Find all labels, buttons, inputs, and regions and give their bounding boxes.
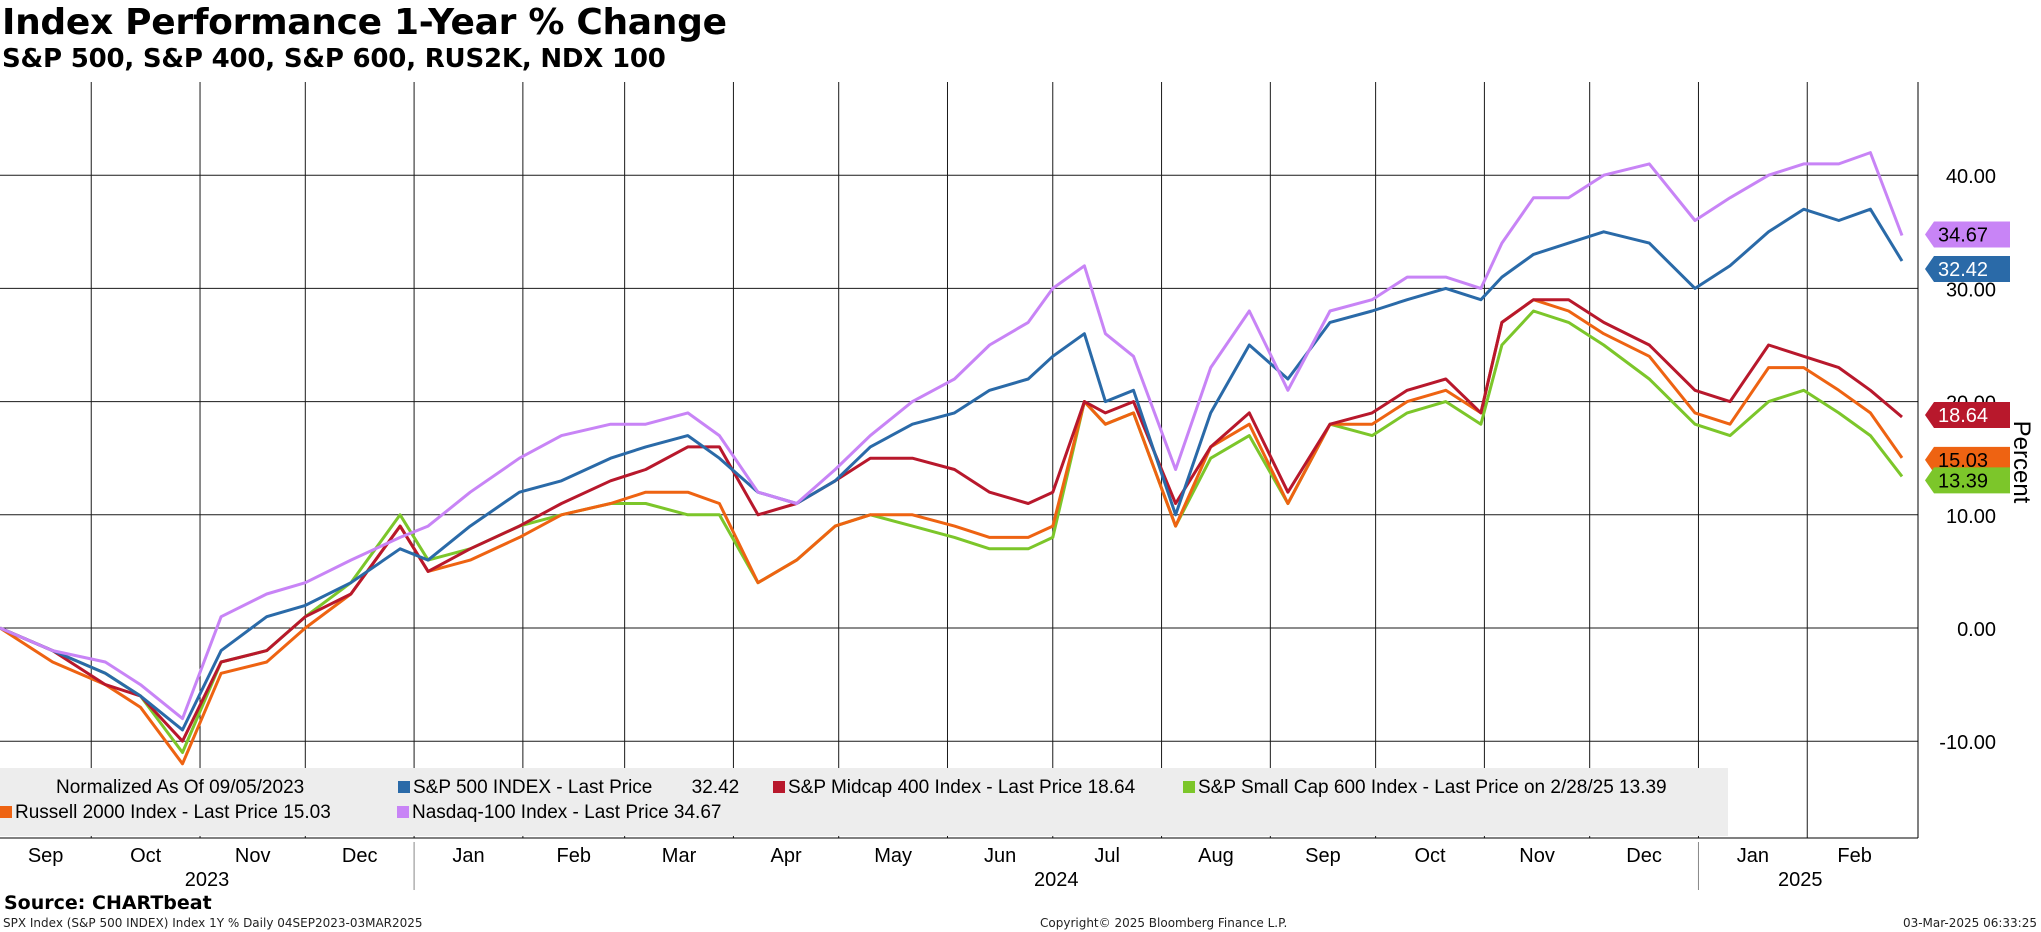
x-tick-label: Mar bbox=[662, 845, 697, 867]
legend-item-nasdaq: Nasdaq-100 Index - Last Price 34.67 bbox=[397, 802, 721, 824]
y-tick-label: 30.00 bbox=[1946, 279, 1996, 301]
last-value-badge bbox=[1925, 467, 2010, 494]
legend-swatch bbox=[773, 781, 785, 793]
legend-item-russell: Russell 2000 Index - Last Price 15.03 bbox=[0, 802, 331, 824]
x-tick-label: Feb bbox=[557, 845, 591, 867]
x-tick-label: Jan bbox=[1737, 845, 1769, 867]
legend-label: Nasdaq-100 Index - Last Price 34.67 bbox=[412, 802, 722, 823]
legend-item-midcap: S&P Midcap 400 Index - Last Price 18.64 bbox=[773, 777, 1135, 799]
legend-item-spx: S&P 500 INDEX - Last Price 32.42 bbox=[398, 777, 739, 799]
legend-swatch bbox=[397, 806, 409, 818]
x-tick-label: Nov bbox=[235, 845, 271, 867]
y-tick-label: -10.00 bbox=[1939, 732, 1996, 754]
legend-value: 32.42 bbox=[691, 777, 740, 798]
x-year-label: 2025 bbox=[1778, 869, 1823, 891]
series-line-4 bbox=[0, 151, 1904, 721]
x-tick-label: Sep bbox=[28, 845, 64, 867]
series-line-1 bbox=[0, 298, 1903, 743]
x-tick-label: May bbox=[874, 845, 912, 867]
last-value-badge bbox=[1925, 446, 2010, 473]
x-tick-label: Oct bbox=[1414, 845, 1446, 867]
x-tick-label: Feb bbox=[1837, 845, 1871, 867]
y-tick-label: 0.00 bbox=[1957, 619, 1996, 641]
x-tick-label: Dec bbox=[342, 845, 378, 867]
legend-label: S&P Midcap 400 Index - Last Price 18.64 bbox=[788, 777, 1136, 798]
legend-normalized-note: Normalized As Of 09/05/2023 bbox=[56, 777, 305, 798]
last-value-badge-label: 18.64 bbox=[1938, 405, 1988, 427]
last-value-badge-label: 32.42 bbox=[1938, 259, 1988, 281]
y-tick-label: 10.00 bbox=[1946, 506, 1996, 528]
x-tick-label: Sep bbox=[1305, 845, 1341, 867]
y-tick-label: 40.00 bbox=[1946, 166, 1996, 188]
x-tick-label: Jan bbox=[452, 845, 484, 867]
chart-subtitle: S&P 500, S&P 400, S&P 600, RUS2K, NDX 10… bbox=[2, 44, 666, 74]
x-tick-label: Dec bbox=[1626, 845, 1662, 867]
legend-label: Russell 2000 Index - Last Price 15.03 bbox=[15, 802, 331, 823]
legend-item-smallcap: S&P Small Cap 600 Index - Last Price on … bbox=[1183, 777, 1667, 799]
x-tick-label: Nov bbox=[1519, 845, 1555, 867]
source-note: Source: CHARTbeat bbox=[4, 892, 212, 914]
series-line-0 bbox=[0, 207, 1904, 732]
last-value-badge bbox=[1925, 401, 2010, 428]
series-line-2 bbox=[0, 309, 1904, 754]
legend-swatch bbox=[0, 806, 12, 818]
x-tick-label: Oct bbox=[130, 845, 162, 867]
legend-label: S&P 500 INDEX - Last Price bbox=[413, 777, 653, 798]
last-value-badge bbox=[1925, 221, 2010, 248]
footer-copyright: Copyright© 2025 Bloomberg Finance L.P. bbox=[1040, 916, 1288, 930]
last-value-badge-label: 15.03 bbox=[1938, 450, 1988, 472]
x-tick-label: Jul bbox=[1094, 845, 1120, 867]
x-tick-label: Aug bbox=[1198, 845, 1234, 867]
series-line-3 bbox=[0, 298, 1904, 766]
chart-title: Index Performance 1-Year % Change bbox=[2, 2, 727, 43]
x-year-label: 2023 bbox=[185, 869, 230, 891]
legend: Normalized As Of 09/05/2023 S&P 500 INDE… bbox=[0, 768, 1728, 836]
y-axis-label: Percent bbox=[2008, 421, 2035, 504]
last-value-badge bbox=[1925, 256, 2010, 283]
x-tick-label: Apr bbox=[771, 845, 802, 867]
legend-swatch bbox=[398, 781, 410, 793]
legend-label: S&P Small Cap 600 Index - Last Price on … bbox=[1198, 777, 1667, 798]
footer-timestamp: 03-Mar-2025 06:33:25 bbox=[1902, 916, 2037, 930]
footer-index-info: SPX Index (S&P 500 INDEX) Index 1Y % Dai… bbox=[3, 916, 423, 930]
legend-swatch bbox=[1183, 781, 1195, 793]
x-tick-label: Jun bbox=[984, 845, 1016, 867]
x-year-label: 2024 bbox=[1034, 869, 1079, 891]
last-value-badge-label: 34.67 bbox=[1938, 225, 1988, 247]
last-value-badge-label: 13.39 bbox=[1938, 470, 1988, 492]
